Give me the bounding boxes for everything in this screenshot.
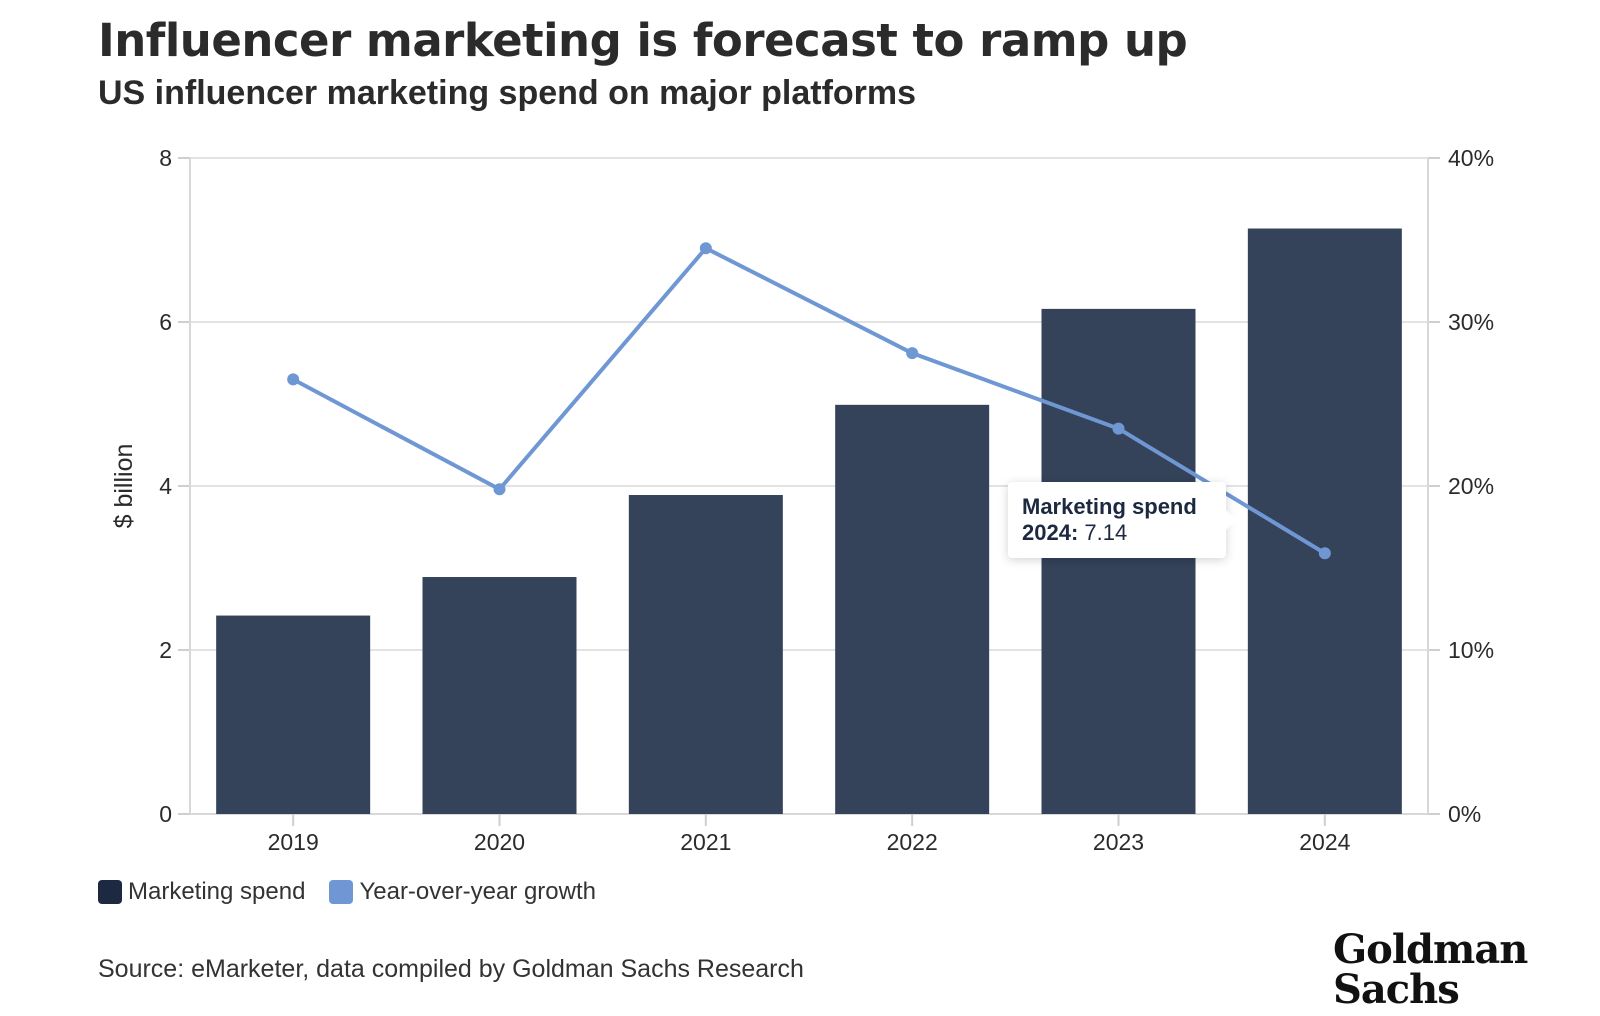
x-tick-label: 2021 bbox=[680, 829, 731, 855]
y2-tick-label: 20% bbox=[1448, 473, 1494, 499]
y-tick-label: 8 bbox=[159, 145, 172, 171]
chart-title: Influencer marketing is forecast to ramp… bbox=[98, 14, 1188, 67]
y2-tick-label: 0% bbox=[1448, 801, 1481, 827]
legend-swatch-growth bbox=[329, 880, 354, 904]
x-tick-label: 2024 bbox=[1299, 829, 1350, 855]
growth-line bbox=[292, 246, 1326, 555]
source-note: Source: eMarketer, data compiled by Gold… bbox=[98, 955, 804, 983]
grid-lines bbox=[190, 157, 1428, 815]
tooltip-value: 7.14 bbox=[1084, 520, 1128, 545]
x-tick-label: 2020 bbox=[474, 829, 525, 855]
y2-tick-label: 10% bbox=[1448, 637, 1494, 663]
y-tick-label: 4 bbox=[159, 473, 172, 499]
bar-2022 bbox=[835, 404, 990, 814]
growth-point-2021 bbox=[699, 242, 712, 255]
goldman-sachs-logo: Goldman Sachs bbox=[1333, 926, 1528, 1013]
growth-point-2020 bbox=[493, 483, 506, 496]
y2-tick-label: 30% bbox=[1448, 309, 1494, 335]
chart-subtitle: US influencer marketing spend on major p… bbox=[98, 74, 917, 112]
tooltip-series: Marketing spend bbox=[1022, 494, 1197, 519]
bar-2020 bbox=[422, 577, 577, 814]
tooltip-year: 2024: bbox=[1022, 520, 1079, 545]
legend: Marketing spend Year-over-year growth bbox=[98, 878, 620, 906]
growth-point-2024 bbox=[1318, 547, 1331, 560]
x-tick-label: 2022 bbox=[887, 829, 938, 855]
growth-point-2019 bbox=[287, 373, 300, 386]
bar-2019 bbox=[216, 615, 371, 814]
legend-item-growth[interactable]: Year-over-year growth bbox=[329, 878, 596, 906]
y-tick-label: 0 bbox=[159, 801, 172, 827]
legend-label-growth: Year-over-year growth bbox=[359, 878, 596, 905]
bar-2023 bbox=[1041, 308, 1196, 814]
x-tick-label: 2023 bbox=[1093, 829, 1144, 855]
legend-label-spend: Marketing spend bbox=[128, 878, 306, 905]
y-tick-label: 6 bbox=[159, 309, 172, 335]
data-tooltip: Marketing spend 2024: 7.14 bbox=[1008, 482, 1236, 558]
logo-line-2: Sachs bbox=[1333, 966, 1460, 1013]
logo-line-1: Goldman bbox=[1333, 926, 1528, 973]
chart-area: 0 2 4 6 8 0% 10% 20% 30% 40% $ billion 2019 2020 2021… bbox=[110, 145, 1494, 855]
x-tick-label: 2019 bbox=[268, 829, 319, 855]
growth-point-2023 bbox=[1112, 422, 1125, 435]
legend-item-spend[interactable]: Marketing spend bbox=[98, 878, 305, 906]
bar-series bbox=[216, 228, 1402, 814]
growth-point-2022 bbox=[906, 347, 919, 360]
y-axis-title: $ billion bbox=[110, 444, 138, 529]
bar-2021 bbox=[628, 495, 783, 814]
axes: 0 2 4 6 8 0% 10% 20% 30% 40% $ billion 2019 2020 2021… bbox=[110, 145, 1494, 855]
y-tick-label: 2 bbox=[159, 637, 172, 663]
legend-swatch-spend bbox=[98, 880, 122, 904]
line-series bbox=[287, 242, 1331, 560]
y2-tick-label: 40% bbox=[1448, 145, 1494, 171]
